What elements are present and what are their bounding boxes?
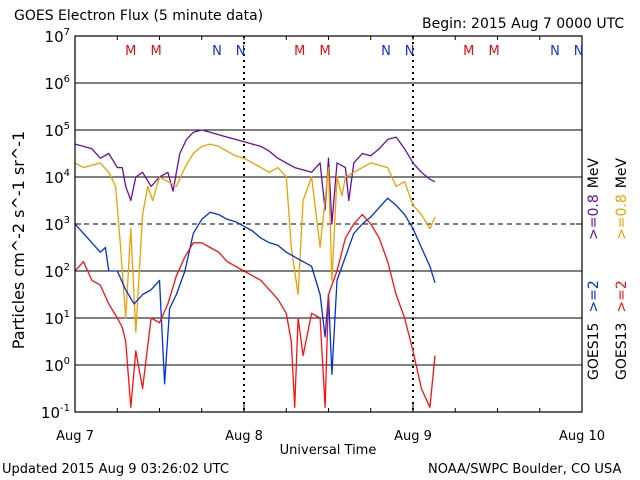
y-tick-exponent: 3 — [64, 215, 70, 226]
y-tick-exponent: 0 — [64, 356, 70, 367]
marker-m: M — [125, 44, 136, 59]
legend-entry: >=0.8 MeV — [586, 158, 602, 240]
y-tick-base: 10 — [45, 122, 64, 140]
marker-m: M — [294, 44, 305, 59]
legend-unit: MeV — [614, 158, 630, 189]
series-line-3 — [74, 197, 436, 385]
legend-label: >=0.8 — [614, 194, 630, 240]
chart-title: GOES Electron Flux (5 minute data) — [14, 8, 264, 24]
legend-entry: GOES13 >=2 — [614, 280, 630, 380]
credit-label: NOAA/SWPC Boulder, CO USA — [428, 462, 622, 477]
y-tick-base: 10 — [45, 263, 64, 281]
marker-m: M — [489, 44, 500, 59]
y-tick-base: 10 — [45, 310, 64, 328]
y-tick-label: 101 — [45, 309, 70, 328]
x-tick-label: Aug 7 — [56, 429, 94, 444]
y-tick-label: 104 — [45, 168, 70, 187]
legend-entry: GOES15 >=2 — [586, 280, 602, 380]
y-tick-exponent: 7 — [64, 27, 70, 38]
marker-n: N — [212, 44, 222, 59]
y-tick-label: 107 — [45, 27, 70, 46]
legend-label: >=2 — [586, 280, 602, 312]
legend-satellite: GOES13 — [614, 323, 630, 380]
y-tick-exponent: -1 — [60, 403, 70, 414]
y-tick-base: 10 — [45, 357, 64, 375]
y-tick-exponent: 2 — [64, 262, 70, 273]
series-layer — [74, 129, 436, 408]
updated-timestamp: Updated 2015 Aug 9 03:26:02 UTC — [2, 462, 229, 477]
y-tick-base: 10 — [41, 404, 60, 422]
y-tick-label: 105 — [45, 121, 70, 140]
marker-m: M — [463, 44, 474, 59]
legend-unit: MeV — [586, 158, 602, 189]
series-line-2 — [74, 143, 436, 333]
marker-n: N — [236, 44, 246, 59]
marker-n: N — [405, 44, 415, 59]
y-tick-base: 10 — [45, 28, 64, 46]
y-tick-exponent: 4 — [64, 168, 70, 179]
y-tick-exponent: 1 — [64, 309, 70, 320]
x-tick-label: Aug 8 — [225, 429, 263, 444]
y-tick-label: 10-1 — [41, 403, 70, 422]
begin-time-label: Begin: 2015 Aug 7 0000 UTC — [422, 16, 625, 32]
marker-m: M — [151, 44, 162, 59]
x-tick-label: Aug 9 — [394, 429, 432, 444]
y-tick-base: 10 — [45, 216, 64, 234]
legend-layer: GOES15 >=2 GOES13 >=2 >=0.8 MeV >=0.8 MeV — [586, 158, 630, 380]
y-tick-exponent: 6 — [64, 74, 70, 85]
y-tick-label: 103 — [45, 215, 70, 234]
marker-n: N — [574, 44, 584, 59]
y-tick-label: 106 — [45, 74, 70, 93]
y-tick-base: 10 — [45, 75, 64, 93]
legend-satellite: GOES15 — [586, 323, 602, 380]
x-axis-title: Universal Time — [280, 443, 377, 458]
y-tick-label: 102 — [45, 262, 70, 281]
series-line-1 — [74, 129, 436, 225]
legend-label: >=2 — [614, 280, 630, 312]
y-tick-exponent: 5 — [64, 121, 70, 132]
legend-entry: >=0.8 MeV — [614, 158, 630, 240]
marker-m: M — [320, 44, 331, 59]
marker-n: N — [381, 44, 391, 59]
grid-layer — [75, 36, 582, 412]
y-tick-label: 100 — [45, 356, 70, 375]
y-axis-title: Particles cm^-2 s^-1 sr^-1 — [9, 131, 28, 349]
x-tick-label: Aug 10 — [559, 429, 605, 444]
series-line-4 — [74, 213, 436, 408]
y-tick-base: 10 — [45, 169, 64, 187]
marker-n: N — [550, 44, 560, 59]
legend-label: >=0.8 — [586, 194, 602, 240]
